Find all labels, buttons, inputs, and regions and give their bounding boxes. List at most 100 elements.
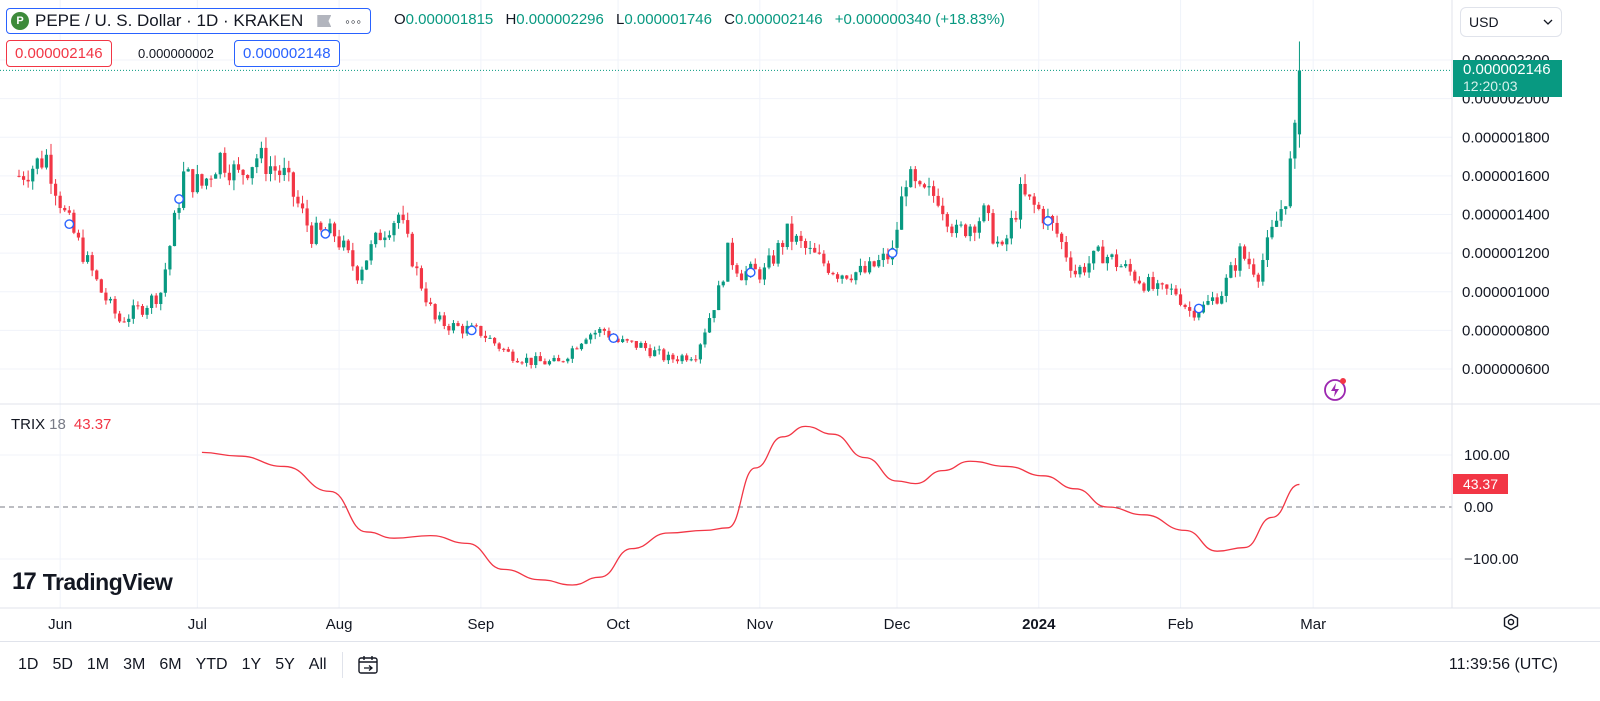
candle-body [1270, 226, 1274, 238]
candle-body [1297, 70, 1302, 135]
utc-clock[interactable]: 11:39:56 (UTC) [1448, 655, 1558, 673]
candle-body [76, 232, 81, 238]
candle-body [1210, 297, 1215, 301]
candle-body [1060, 233, 1064, 243]
candle-body [1265, 237, 1270, 261]
candle-body [1165, 284, 1169, 289]
candle-body [140, 306, 145, 315]
candle-body [204, 178, 209, 186]
candle-body [854, 272, 858, 281]
time-axis-label: Nov [746, 616, 773, 633]
candle-body [424, 288, 428, 303]
candle-body [1156, 283, 1160, 289]
range-button-5d[interactable]: 5D [52, 655, 73, 673]
candle-body [675, 359, 680, 362]
trix-axis-label: 0.00 [1464, 499, 1493, 516]
event-marker[interactable] [1043, 216, 1053, 226]
candle-body [287, 167, 291, 173]
sell-price-button[interactable]: 0.000002146 [6, 40, 112, 67]
candle-body [1005, 238, 1009, 245]
trix-value: 43.37 [73, 416, 112, 433]
event-marker[interactable] [608, 333, 619, 343]
candle-body [456, 323, 460, 326]
candle-body [826, 263, 831, 273]
candle-body [566, 358, 570, 362]
currency-select[interactable]: USD [1460, 7, 1562, 37]
candle-body [991, 213, 995, 244]
candle-body [808, 247, 812, 249]
range-button-ytd[interactable]: YTD [195, 655, 228, 673]
candle-body [49, 154, 53, 184]
calendar-range-icon[interactable] [357, 655, 379, 675]
candle-body [1096, 246, 1100, 251]
range-button-6m[interactable]: 6M [159, 655, 182, 673]
event-marker[interactable] [320, 228, 331, 239]
chart-canvas[interactable]: 0.0000022000.0000020000.0000018000.00000… [0, 0, 1600, 641]
lightning-icon[interactable] [1323, 376, 1349, 402]
candle-body [630, 340, 634, 342]
candle-body [721, 281, 725, 286]
close-value: 0.000002146 [735, 11, 823, 28]
candle-body [529, 357, 533, 365]
range-buttons: 1D 5D 1M 3M 6M YTD 1Y 5Y All [11, 656, 334, 674]
candle-body [790, 223, 794, 242]
candle-body [817, 252, 821, 254]
candle-body [739, 273, 744, 281]
range-button-1d[interactable]: 1D [18, 655, 39, 673]
candle-body [525, 357, 529, 363]
event-marker[interactable] [174, 194, 184, 204]
candle-body [557, 357, 561, 362]
event-marker[interactable] [64, 219, 75, 230]
candle-body [1082, 266, 1087, 273]
more-icon[interactable]: ◦◦◦ [345, 13, 363, 29]
candle-body [799, 235, 803, 242]
candle-body [918, 181, 922, 185]
range-button-1m[interactable]: 1M [86, 655, 110, 673]
event-marker[interactable] [745, 267, 756, 278]
candle-body [689, 359, 693, 361]
candle-body [579, 343, 584, 350]
flag-icon[interactable] [317, 15, 332, 27]
candle-body [278, 170, 282, 176]
range-button-5y[interactable]: 5Y [275, 655, 295, 673]
candle-body [1288, 158, 1292, 207]
candle-body [195, 174, 199, 193]
trix-period: 18 [49, 416, 66, 433]
candle-body [17, 175, 21, 177]
candle-body [922, 184, 927, 188]
candle-body [671, 354, 675, 360]
candle-body [863, 265, 867, 273]
buy-price-button[interactable]: 0.000002148 [234, 40, 340, 67]
candle-body [680, 355, 684, 362]
range-button-all[interactable]: All [308, 655, 327, 673]
candle-body [95, 270, 99, 280]
tradingview-logo[interactable]: 17 TradingView [12, 568, 173, 596]
event-marker[interactable] [887, 248, 898, 259]
candle-body [474, 325, 478, 327]
candle-body [346, 240, 350, 251]
pepe-logo-icon: P [11, 12, 29, 30]
range-button-1y[interactable]: 1Y [241, 655, 262, 673]
candle-body [703, 332, 707, 345]
symbol-title[interactable]: PEPE / U. S. Dollar · 1D · KRAKEN [35, 11, 304, 30]
candle-body [250, 167, 254, 179]
trix-legend[interactable]: TRIX 18 43.37 [11, 416, 111, 433]
candle-body [1032, 196, 1036, 205]
candle-body [1188, 307, 1192, 311]
candle-body [968, 226, 972, 237]
event-marker[interactable] [466, 325, 477, 336]
candle-body [209, 178, 213, 180]
candle-body [1284, 206, 1288, 210]
candle-body [1009, 217, 1013, 239]
settings-icon[interactable] [1502, 613, 1520, 631]
candle-body [131, 305, 135, 319]
range-button-3m[interactable]: 3M [123, 655, 146, 673]
price-axis-label: 0.000000800 [1462, 322, 1550, 339]
symbol-header[interactable]: P PEPE / U. S. Dollar · 1D · KRAKEN ◦◦◦ [6, 8, 372, 34]
event-marker[interactable] [1193, 303, 1204, 314]
candle-body [502, 348, 506, 350]
candle-body [941, 205, 945, 215]
candle-body [451, 323, 456, 331]
candle-body [831, 272, 835, 275]
candle-body [1124, 264, 1128, 267]
